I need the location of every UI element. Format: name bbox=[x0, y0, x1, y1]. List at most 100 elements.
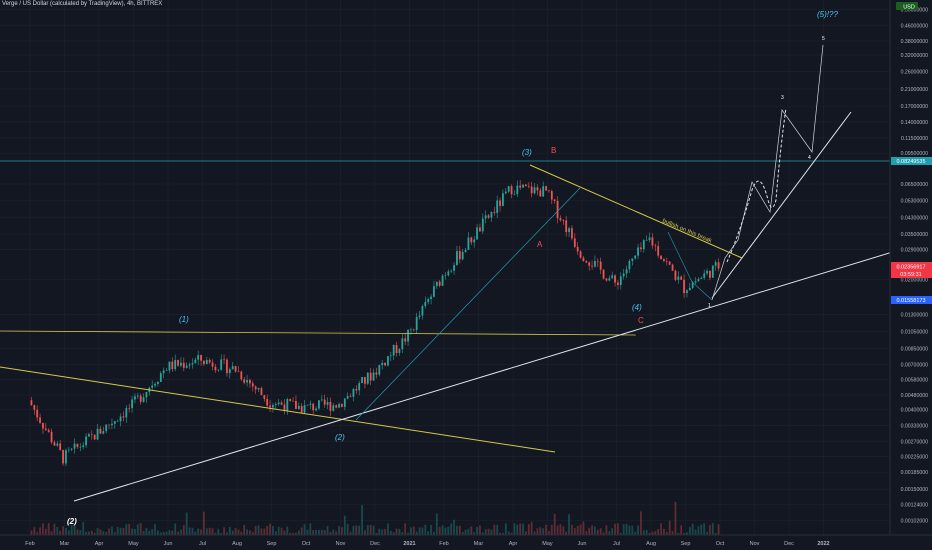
candle-body bbox=[335, 405, 338, 408]
white-ascending-trendline-steep[interactable] bbox=[711, 111, 852, 299]
volume-bar bbox=[162, 531, 165, 535]
time-tick-label: Dec bbox=[370, 541, 380, 547]
candle-body bbox=[585, 261, 588, 263]
candle-body bbox=[435, 281, 438, 287]
volume-bar bbox=[136, 524, 139, 535]
volume-bar bbox=[338, 526, 340, 535]
price-tick-label: 0.11500000 bbox=[901, 136, 928, 142]
yellow-descending-trendline-short[interactable] bbox=[529, 164, 743, 259]
candle-body bbox=[180, 362, 182, 366]
white-ascending-trendline-long[interactable] bbox=[73, 239, 932, 502]
volume-bar bbox=[249, 530, 251, 535]
candle-body bbox=[346, 396, 349, 399]
time-tick-label: Jun bbox=[164, 541, 173, 547]
drawings[interactable] bbox=[0, 44, 932, 502]
volume-bar bbox=[556, 525, 559, 535]
volume-bar bbox=[585, 531, 588, 535]
volume-bar bbox=[703, 523, 706, 535]
candle-body bbox=[479, 227, 481, 232]
candle-body bbox=[42, 422, 44, 429]
volume-bar bbox=[651, 531, 654, 535]
volume-bar bbox=[289, 532, 292, 535]
price-tick-label: 0.26000000 bbox=[901, 70, 929, 76]
candle-body bbox=[309, 403, 312, 405]
volume-bar bbox=[421, 527, 424, 535]
candle-body bbox=[320, 399, 323, 401]
volume-bar bbox=[686, 532, 688, 535]
wave-label-5: (5)!?? bbox=[817, 10, 838, 19]
projection-path[interactable] bbox=[711, 44, 824, 301]
wave-label-1: (1) bbox=[179, 315, 189, 324]
volume-bar bbox=[226, 532, 228, 535]
volume-bar bbox=[668, 520, 671, 535]
volume-bar bbox=[441, 525, 444, 535]
currency-badge-box bbox=[896, 2, 918, 10]
candle-body bbox=[205, 359, 208, 365]
yellow-descending-trendline-long[interactable] bbox=[0, 366, 556, 453]
horizontal-line-price-badge bbox=[891, 157, 932, 165]
price-badges: 0.08249535 0.02356917 03:59:31 0.0155817… bbox=[891, 157, 932, 304]
candle-body bbox=[602, 269, 605, 279]
candle-body bbox=[39, 417, 41, 423]
candle-body bbox=[226, 359, 228, 374]
time-tick-label: Oct bbox=[302, 541, 311, 547]
candle-body bbox=[332, 405, 335, 411]
volume-bar bbox=[493, 524, 496, 535]
candle-body bbox=[79, 446, 82, 448]
time-axis[interactable] bbox=[0, 534, 932, 550]
candle-body bbox=[105, 424, 108, 432]
candle-body bbox=[657, 246, 660, 256]
volume-bar bbox=[591, 525, 593, 535]
currency-badge[interactable]: USD bbox=[896, 2, 918, 11]
volume-bar bbox=[134, 529, 136, 535]
volume-bar bbox=[571, 524, 573, 535]
volume-bar bbox=[145, 527, 148, 535]
currency-badge-text: USD bbox=[903, 5, 915, 11]
cyan-support-trendline[interactable] bbox=[355, 187, 581, 421]
candle-body bbox=[159, 373, 162, 382]
candle-body bbox=[686, 290, 688, 294]
candle-body bbox=[556, 200, 559, 219]
candle-body bbox=[372, 372, 375, 381]
candle-body bbox=[361, 377, 363, 383]
candle-body bbox=[536, 187, 539, 191]
correction-label-b: B bbox=[551, 146, 556, 155]
time-tick-label: 2021 bbox=[403, 541, 415, 547]
candle-body bbox=[312, 403, 315, 411]
candle-body bbox=[263, 395, 266, 399]
candle-body bbox=[510, 186, 513, 195]
candle-body bbox=[461, 251, 464, 260]
candle-body bbox=[378, 365, 381, 375]
volume-bar bbox=[507, 531, 510, 535]
yellow-horizontal-line[interactable] bbox=[0, 330, 637, 336]
candle-body bbox=[430, 296, 432, 299]
candle-body bbox=[611, 275, 614, 279]
volume-bar bbox=[487, 528, 490, 535]
volume-bar bbox=[326, 526, 329, 535]
volume-bar bbox=[56, 526, 59, 535]
candle-body bbox=[214, 366, 217, 371]
candle-body bbox=[481, 218, 484, 232]
candle-body bbox=[134, 396, 136, 400]
volume-bar bbox=[447, 526, 450, 535]
candle-body bbox=[522, 184, 524, 188]
candle-body bbox=[323, 399, 326, 405]
candle-body bbox=[654, 245, 657, 247]
volume-bar bbox=[182, 525, 185, 535]
candle-body bbox=[559, 218, 562, 221]
price-tick-label: 0.04300000 bbox=[901, 215, 929, 221]
volume-bar bbox=[343, 515, 346, 535]
trendline-price-text: 0.01558173 bbox=[896, 298, 925, 304]
volume-bar bbox=[352, 525, 355, 535]
volume-bar bbox=[266, 525, 269, 535]
volume-bar bbox=[177, 531, 179, 535]
volume-bar bbox=[389, 530, 392, 535]
volume-bar bbox=[214, 532, 217, 535]
volume-bar bbox=[366, 525, 369, 535]
symbol-title[interactable]: Verge / US Dollar (calculated by Trading… bbox=[2, 1, 163, 7]
volume-bar bbox=[634, 531, 637, 535]
candle-body bbox=[234, 366, 237, 372]
volume-bar bbox=[680, 525, 683, 535]
